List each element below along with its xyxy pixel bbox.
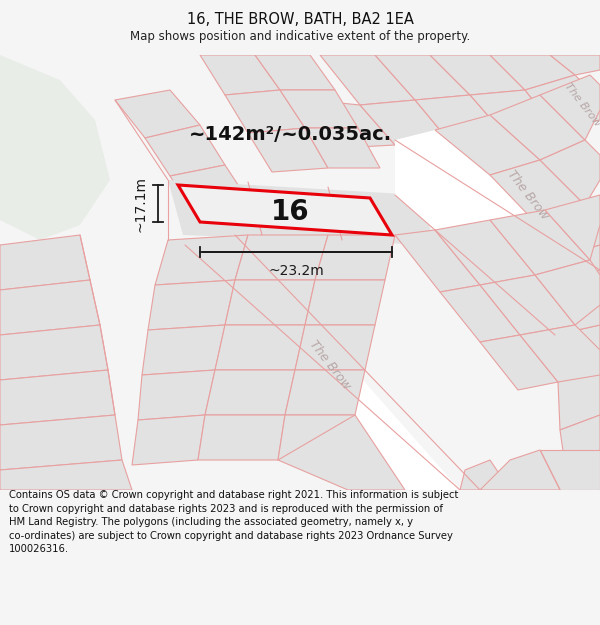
Polygon shape [315,235,395,280]
Polygon shape [255,55,335,90]
Text: Contains OS data © Crown copyright and database right 2021. This information is : Contains OS data © Crown copyright and d… [9,490,458,554]
Polygon shape [138,370,215,420]
Polygon shape [0,280,100,335]
Polygon shape [435,115,540,175]
Polygon shape [540,450,600,490]
Polygon shape [520,325,600,382]
Polygon shape [185,235,460,490]
Polygon shape [395,230,480,292]
Polygon shape [550,55,600,75]
Polygon shape [225,280,315,325]
Polygon shape [280,90,358,128]
Polygon shape [205,370,295,415]
Polygon shape [178,185,392,235]
Polygon shape [430,55,525,95]
Polygon shape [550,245,600,285]
Polygon shape [0,460,132,490]
Polygon shape [560,415,600,465]
Polygon shape [145,125,225,176]
Polygon shape [320,55,415,105]
Text: ~17.1m: ~17.1m [134,176,148,231]
Text: The Brow: The Brow [307,338,353,392]
Text: 16, THE BROW, BATH, BA2 1EA: 16, THE BROW, BATH, BA2 1EA [187,12,413,27]
Polygon shape [168,180,435,245]
Polygon shape [555,270,600,335]
Polygon shape [395,130,600,335]
Polygon shape [360,100,450,145]
Polygon shape [480,335,558,390]
Polygon shape [440,285,520,342]
Polygon shape [115,90,200,138]
Polygon shape [278,415,405,490]
Polygon shape [225,90,305,133]
Polygon shape [555,325,600,382]
Polygon shape [310,100,395,148]
Polygon shape [285,370,365,415]
Polygon shape [415,95,505,142]
Polygon shape [540,75,600,140]
Polygon shape [0,325,108,380]
Polygon shape [0,370,115,425]
Polygon shape [215,325,305,370]
Polygon shape [375,55,470,100]
Polygon shape [540,140,600,205]
Polygon shape [235,235,328,280]
Text: ~23.2m: ~23.2m [268,264,324,278]
Text: The Brow: The Brow [505,168,551,222]
Polygon shape [558,370,600,430]
Polygon shape [535,260,600,325]
Polygon shape [200,55,280,95]
Polygon shape [490,95,585,160]
Polygon shape [305,128,380,168]
Polygon shape [480,275,575,335]
Polygon shape [490,55,575,90]
Polygon shape [305,280,385,325]
Polygon shape [295,325,375,370]
Polygon shape [132,415,205,465]
Polygon shape [535,205,600,260]
Polygon shape [545,195,600,260]
Polygon shape [0,235,90,290]
Polygon shape [490,210,590,275]
Polygon shape [142,325,225,375]
Polygon shape [525,75,600,128]
Polygon shape [170,165,248,212]
Polygon shape [490,160,585,222]
Polygon shape [198,415,285,460]
Polygon shape [460,460,510,490]
Polygon shape [480,450,560,490]
Text: The Brow: The Brow [562,81,600,129]
Text: Map shows position and indicative extent of the property.: Map shows position and indicative extent… [130,30,470,43]
Polygon shape [248,128,328,172]
Polygon shape [435,220,535,285]
Polygon shape [278,415,355,460]
Polygon shape [0,415,122,470]
Text: ~142m²/~0.035ac.: ~142m²/~0.035ac. [188,126,392,144]
Polygon shape [470,90,555,135]
Text: 16: 16 [271,198,310,226]
Polygon shape [0,55,110,240]
Polygon shape [0,190,50,235]
Polygon shape [148,280,235,330]
Polygon shape [155,235,248,285]
